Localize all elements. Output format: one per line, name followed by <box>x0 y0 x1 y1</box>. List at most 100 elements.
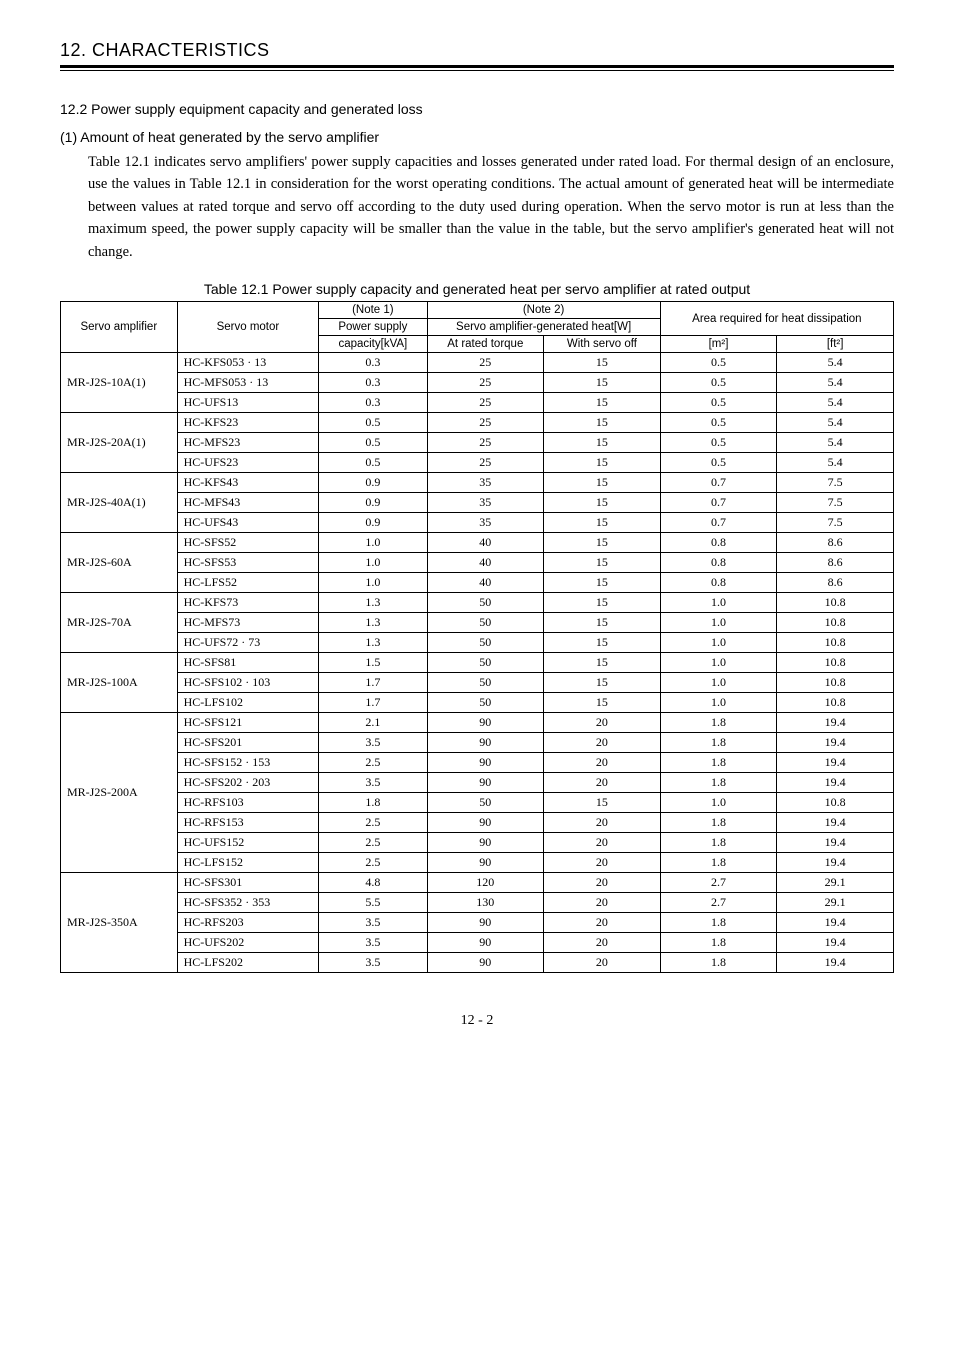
rated-cell: 120 <box>427 873 544 893</box>
rated-cell: 50 <box>427 613 544 633</box>
motor-cell: HC-KFS053 · 13 <box>177 353 319 373</box>
ft2-cell: 5.4 <box>777 433 894 453</box>
cap-cell: 2.5 <box>319 753 427 773</box>
ft2-cell: 10.8 <box>777 613 894 633</box>
table-row: HC-SFS531.040150.88.6 <box>61 553 894 573</box>
rated-cell: 40 <box>427 533 544 553</box>
amp-cell: MR-J2S-40A(1) <box>61 473 178 533</box>
section-header: 12. CHARACTERISTICS <box>60 40 894 61</box>
subsub-number: (1) <box>60 129 77 145</box>
off-cell: 20 <box>544 833 661 853</box>
off-cell: 20 <box>544 733 661 753</box>
off-cell: 20 <box>544 713 661 733</box>
rated-cell: 90 <box>427 753 544 773</box>
off-cell: 15 <box>544 473 661 493</box>
m2-cell: 1.0 <box>660 613 777 633</box>
ft2-cell: 5.4 <box>777 373 894 393</box>
rated-cell: 90 <box>427 833 544 853</box>
amp-cell: MR-J2S-350A <box>61 873 178 973</box>
rated-cell: 90 <box>427 953 544 973</box>
m2-cell: 0.5 <box>660 373 777 393</box>
off-cell: 15 <box>544 553 661 573</box>
off-cell: 20 <box>544 933 661 953</box>
motor-cell: HC-SFS202 · 203 <box>177 773 319 793</box>
motor-cell: HC-SFS152 · 153 <box>177 753 319 773</box>
col-ft2: [ft²] <box>777 336 894 353</box>
m2-cell: 1.0 <box>660 673 777 693</box>
off-cell: 15 <box>544 653 661 673</box>
motor-cell: HC-SFS121 <box>177 713 319 733</box>
off-cell: 15 <box>544 573 661 593</box>
cap-cell: 3.5 <box>319 953 427 973</box>
rated-cell: 50 <box>427 633 544 653</box>
motor-cell: HC-UFS13 <box>177 393 319 413</box>
table-row: HC-SFS102 · 1031.750151.010.8 <box>61 673 894 693</box>
off-cell: 15 <box>544 413 661 433</box>
table-row: MR-J2S-350AHC-SFS3014.8120202.729.1 <box>61 873 894 893</box>
off-cell: 15 <box>544 613 661 633</box>
rated-cell: 90 <box>427 713 544 733</box>
motor-cell: HC-SFS81 <box>177 653 319 673</box>
m2-cell: 1.8 <box>660 813 777 833</box>
m2-cell: 1.0 <box>660 593 777 613</box>
rated-cell: 90 <box>427 933 544 953</box>
cap-cell: 0.9 <box>319 493 427 513</box>
ft2-cell: 5.4 <box>777 393 894 413</box>
off-cell: 15 <box>544 693 661 713</box>
amp-cell: MR-J2S-10A(1) <box>61 353 178 413</box>
m2-cell: 1.0 <box>660 653 777 673</box>
cap-cell: 5.5 <box>319 893 427 913</box>
cap-cell: 1.3 <box>319 613 427 633</box>
table-row: HC-LFS521.040150.88.6 <box>61 573 894 593</box>
ft2-cell: 19.4 <box>777 933 894 953</box>
m2-cell: 1.8 <box>660 833 777 853</box>
subsection-title: Power supply equipment capacity and gene… <box>91 101 423 117</box>
m2-cell: 0.7 <box>660 473 777 493</box>
off-cell: 15 <box>544 493 661 513</box>
m2-cell: 0.8 <box>660 553 777 573</box>
table-row: MR-J2S-200AHC-SFS1212.190201.819.4 <box>61 713 894 733</box>
rated-cell: 90 <box>427 733 544 753</box>
cap-cell: 0.5 <box>319 433 427 453</box>
motor-cell: HC-RFS103 <box>177 793 319 813</box>
m2-cell: 0.5 <box>660 433 777 453</box>
table-row: MR-J2S-60AHC-SFS521.040150.88.6 <box>61 533 894 553</box>
table-row: HC-MFS430.935150.77.5 <box>61 493 894 513</box>
rated-cell: 25 <box>427 373 544 393</box>
off-cell: 15 <box>544 533 661 553</box>
m2-cell: 0.5 <box>660 453 777 473</box>
m2-cell: 0.5 <box>660 413 777 433</box>
cap-cell: 2.5 <box>319 853 427 873</box>
off-cell: 15 <box>544 633 661 653</box>
cap-cell: 1.0 <box>319 533 427 553</box>
cap-cell: 1.5 <box>319 653 427 673</box>
table-row: HC-SFS352 · 3535.5130202.729.1 <box>61 893 894 913</box>
ft2-cell: 19.4 <box>777 773 894 793</box>
motor-cell: HC-MFS23 <box>177 433 319 453</box>
col-capacity: capacity[kVA] <box>319 336 427 353</box>
rated-cell: 25 <box>427 393 544 413</box>
table-caption: Table 12.1 Power supply capacity and gen… <box>60 281 894 297</box>
ft2-cell: 5.4 <box>777 353 894 373</box>
ft2-cell: 7.5 <box>777 473 894 493</box>
m2-cell: 0.7 <box>660 493 777 513</box>
off-cell: 15 <box>544 373 661 393</box>
off-cell: 15 <box>544 673 661 693</box>
amp-cell: MR-J2S-60A <box>61 533 178 593</box>
col-rated: At rated torque <box>427 336 544 353</box>
m2-cell: 1.8 <box>660 713 777 733</box>
off-cell: 20 <box>544 773 661 793</box>
table-row: HC-LFS1021.750151.010.8 <box>61 693 894 713</box>
motor-cell: HC-MFS43 <box>177 493 319 513</box>
motor-cell: HC-LFS52 <box>177 573 319 593</box>
cap-cell: 1.0 <box>319 573 427 593</box>
motor-cell: HC-LFS152 <box>177 853 319 873</box>
ft2-cell: 19.4 <box>777 913 894 933</box>
m2-cell: 1.8 <box>660 953 777 973</box>
rated-cell: 25 <box>427 353 544 373</box>
ft2-cell: 8.6 <box>777 533 894 553</box>
cap-cell: 2.1 <box>319 713 427 733</box>
rated-cell: 50 <box>427 793 544 813</box>
ft2-cell: 7.5 <box>777 493 894 513</box>
m2-cell: 1.8 <box>660 933 777 953</box>
